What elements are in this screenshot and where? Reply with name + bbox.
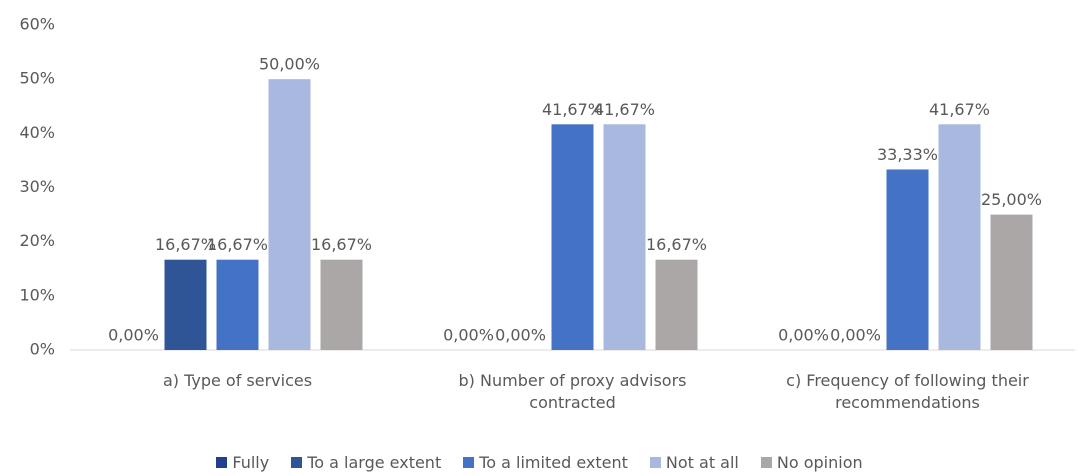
legend-swatch	[760, 457, 772, 468]
data-label: 16,67%	[155, 235, 216, 254]
bar	[320, 259, 363, 350]
data-label: 16,67%	[207, 235, 268, 254]
legend-label: No opinion	[776, 453, 863, 472]
y-tick-label: 50%	[19, 69, 55, 88]
y-tick-label: 30%	[19, 177, 55, 196]
data-label: 0,00%	[778, 326, 829, 345]
legend-label: Not at all	[665, 453, 739, 472]
legend-label: To a large extent	[307, 453, 442, 472]
data-label: 16,67%	[646, 235, 707, 254]
data-label: 25,00%	[981, 190, 1042, 209]
bar	[655, 259, 698, 350]
y-tick-label: 60%	[19, 15, 55, 34]
bar	[938, 124, 981, 350]
legend-item: To a large extent	[291, 453, 441, 472]
legend-swatch	[463, 457, 475, 468]
legend: Fully To a large extent To a limited exten…	[0, 453, 1079, 472]
x-tick-label: b) Number of proxy advisors contracted	[458, 371, 687, 412]
y-tick-label: 40%	[19, 123, 55, 142]
data-label: 0,00%	[830, 326, 881, 345]
legend-label: Fully	[232, 453, 270, 472]
bar	[164, 259, 207, 350]
x-tick-label: c) Frequency of following their recommen…	[786, 371, 1029, 412]
bar	[603, 124, 646, 350]
data-label: 41,67%	[594, 100, 655, 119]
bar	[551, 124, 594, 350]
data-label: 0,00%	[108, 326, 159, 345]
data-label: 0,00%	[495, 326, 546, 345]
x-tick-label: a) Type of services	[162, 371, 313, 390]
data-label: 16,67%	[311, 235, 372, 254]
data-label: 0,00%	[443, 326, 494, 345]
legend-swatch	[649, 457, 661, 468]
y-tick-label: 0%	[30, 340, 55, 359]
legend-item: No opinion	[760, 453, 863, 472]
legend-item: Fully	[216, 453, 269, 472]
bar	[886, 169, 929, 350]
legend-swatch	[291, 457, 303, 468]
legend-label: To a limited extent	[479, 453, 628, 472]
y-tick-label: 20%	[19, 231, 55, 250]
bar	[990, 214, 1033, 350]
legend-item: Not at all	[649, 453, 739, 472]
legend-swatch	[216, 457, 228, 468]
bar	[268, 79, 311, 351]
data-label: 33,33%	[877, 145, 938, 164]
bar	[216, 259, 259, 350]
y-tick-label: 10%	[19, 285, 55, 304]
data-label: 41,67%	[929, 100, 990, 119]
legend-item: To a limited extent	[463, 453, 628, 472]
data-label: 41,67%	[542, 100, 603, 119]
data-label: 50,00%	[259, 55, 320, 74]
